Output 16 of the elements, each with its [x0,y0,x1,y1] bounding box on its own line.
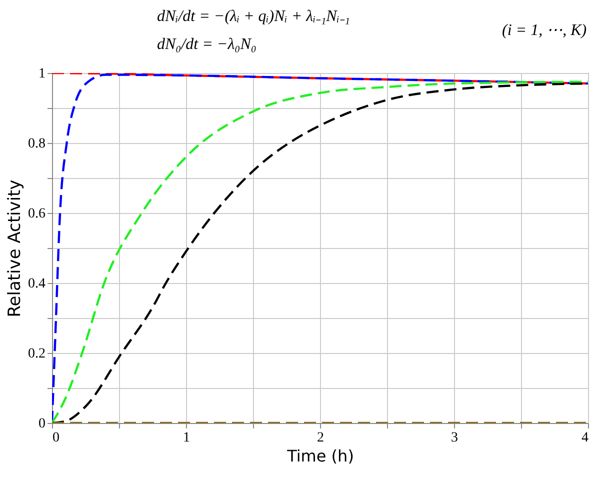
x-axis-title: Time (h) [286,446,354,466]
x-tick-label: 1 [183,430,190,446]
y-tick-label: 0.2 [28,346,46,362]
y-tick-label: 0.8 [28,136,46,152]
x-tick-label: 4 [582,430,588,446]
y-tick-label: 1 [38,66,46,82]
x-tick-label: 0 [52,430,60,446]
text: (i = 1, ⋯, K) [502,22,587,39]
y-tick-label: 0.6 [28,206,46,222]
x-tick-label: 3 [451,430,458,446]
y-tick-label: 0 [38,416,46,432]
text: dNᵢ/dt = −(λᵢ + qᵢ)Nᵢ + λᵢ₋₁Nᵢ₋₁ [157,8,350,25]
y-axis-title: Relative Activity [5,180,25,318]
text: dN₀/dt = −λ₀N₀ [157,36,256,53]
y-tick-label: 0.4 [28,276,46,292]
x-tick-label: 2 [317,430,324,446]
